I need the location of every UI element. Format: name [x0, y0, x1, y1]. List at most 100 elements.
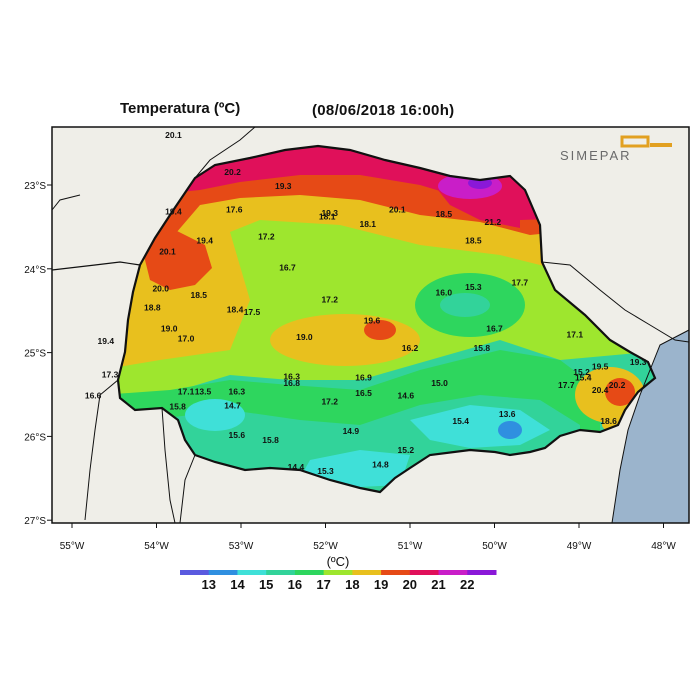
station-value: 15.8: [169, 402, 186, 412]
legend-tick-label: 19: [374, 577, 388, 592]
station-value: 20.2: [224, 167, 241, 177]
station-value: 16.2: [402, 343, 419, 353]
station-value: 19.0: [161, 324, 178, 334]
station-value: 17.7: [512, 278, 529, 288]
lon-tick-label: 48°W: [651, 541, 676, 552]
station-value: 16.9: [355, 372, 372, 382]
logo-text: SIMEPAR: [560, 148, 632, 163]
station-value: 20.1: [165, 130, 182, 140]
station-value: 17.0: [178, 334, 195, 344]
station-value: 17.6: [226, 205, 243, 215]
legend-tick-label: 18: [345, 577, 359, 592]
station-value: 17.2: [321, 294, 338, 304]
station-value: 20.1: [159, 247, 176, 257]
station-value: 15.2: [573, 367, 590, 377]
lat-tick-label: 23°S: [24, 181, 46, 192]
station-value: 14.7: [224, 401, 241, 411]
legend-swatch: [438, 570, 468, 575]
station-value: 17.3: [102, 370, 119, 380]
station-value: 19.5: [592, 361, 609, 371]
map-frame: [51, 126, 690, 524]
station-value: 20.0: [152, 283, 169, 293]
station-value: 16.0: [436, 288, 453, 298]
station-value: 18.8: [144, 303, 161, 313]
station-value: 16.7: [279, 262, 296, 272]
station-value: 16.3: [229, 387, 246, 397]
station-value: 14.6: [398, 391, 415, 401]
chart-title-timestamp: (08/06/2018 16:00h): [312, 102, 455, 119]
station-value: 15.8: [474, 343, 491, 353]
lon-tick-label: 52°W: [313, 541, 338, 552]
station-value: 19.3: [321, 208, 338, 218]
station-value: 20.1: [389, 205, 406, 215]
legend-tick-label: 22: [460, 577, 474, 592]
station-value: 18.1: [319, 211, 336, 221]
legend-swatch: [409, 570, 440, 575]
station-value: 18.5: [190, 290, 207, 300]
simepar-logo: SIMEPAR: [560, 135, 672, 163]
station-value: 17.5: [244, 307, 261, 317]
station-value: 15.2: [398, 445, 415, 455]
station-value: 14.9: [343, 426, 360, 436]
station-value: 19.4: [196, 236, 213, 246]
station-value: 16.6: [85, 391, 102, 401]
legend-tick-label: 13: [201, 577, 215, 592]
lon-tick-label: 53°W: [229, 541, 254, 552]
lat-tick-label: 24°S: [24, 265, 46, 276]
station-value: 17.2: [258, 231, 275, 241]
station-value: 20.2: [609, 380, 626, 390]
station-value: 16.5: [355, 388, 372, 398]
station-value: 17.1: [178, 387, 195, 397]
lon-tick-label: 49°W: [567, 541, 592, 552]
chart-title-variable: Temperatura (ºC): [120, 100, 241, 117]
legend-tick-label: 15: [259, 577, 273, 592]
legend-swatch: [180, 570, 210, 575]
lon-tick-label: 50°W: [482, 541, 507, 552]
legend-tick-label: 21: [431, 577, 445, 592]
station-value: 13.5: [195, 387, 212, 397]
station-value: 15.3: [465, 282, 482, 292]
lat-tick-label: 27°S: [24, 516, 46, 527]
color-legend: 13 14 15 16 17 18 19 20 21 22 (ºC): [180, 554, 497, 592]
station-value: 15.4: [452, 416, 469, 426]
station-value: 16.3: [283, 371, 300, 381]
station-value: 15.8: [262, 435, 279, 445]
legend-tick-label: 20: [403, 577, 417, 592]
station-value: 18.5: [436, 209, 453, 219]
legend-swatch: [237, 570, 267, 575]
station-value: 18.4: [227, 304, 244, 314]
station-value: 19.6: [364, 315, 381, 325]
station-value: 19.3: [630, 357, 647, 367]
station-value: 19.0: [296, 332, 313, 342]
legend-tick-label: 17: [316, 577, 330, 592]
station-value: 18.1: [359, 219, 376, 229]
station-value: 15.0: [431, 378, 448, 388]
station-value: 19.3: [275, 181, 292, 191]
lon-tick-label: 51°W: [398, 541, 423, 552]
borders: [52, 127, 689, 523]
station-value: 18.5: [465, 236, 482, 246]
station-value: 17.2: [321, 397, 338, 407]
legend-swatch: [323, 570, 353, 575]
station-value: 15.4: [575, 372, 592, 382]
station-value: 16.8: [283, 378, 300, 388]
station-value: 14.4: [288, 462, 305, 472]
lat-tick-label: 26°S: [24, 432, 46, 443]
legend-swatch: [266, 570, 296, 575]
legend-swatch: [294, 570, 325, 575]
legend-swatch: [381, 570, 411, 575]
station-value: 19.4: [165, 206, 182, 216]
legend-unit-label: (ºC): [327, 554, 350, 569]
station-value: 14.8: [372, 459, 389, 469]
lat-tick-label: 25°S: [24, 349, 46, 360]
station-value: 17.7: [558, 380, 575, 390]
legend-tick-label: 16: [288, 577, 302, 592]
lon-tick-label: 55°W: [60, 541, 85, 552]
station-value: 17.1: [567, 330, 584, 340]
legend-swatch: [208, 570, 238, 575]
station-value: 20.4: [592, 385, 609, 395]
station-values: 20.120.219.319.4 17.6 19.318.118.120.1 18.5…: [85, 130, 647, 476]
station-value: 19.4: [98, 336, 115, 346]
